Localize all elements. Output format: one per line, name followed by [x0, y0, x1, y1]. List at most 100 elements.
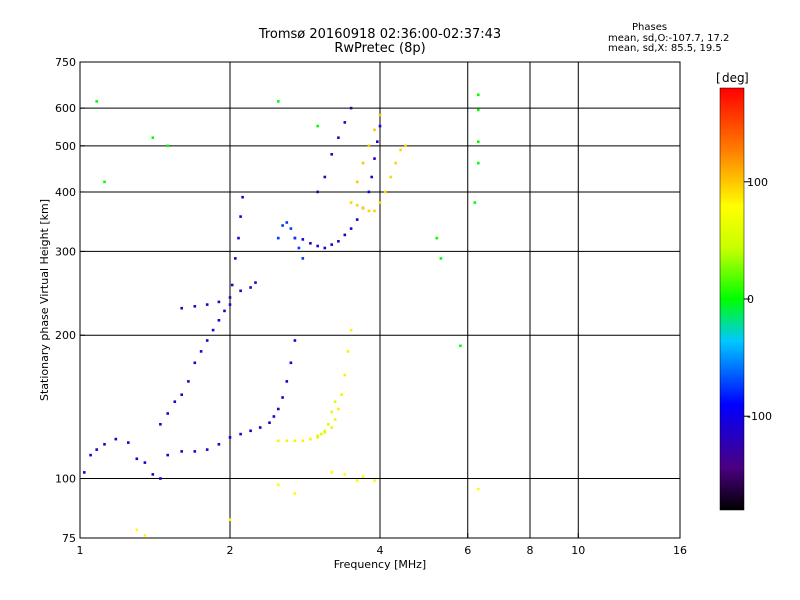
- y-tick-label: 600: [55, 102, 76, 115]
- data-point: [349, 201, 353, 204]
- data-point: [114, 437, 118, 441]
- data-point: [193, 361, 197, 365]
- data-point: [355, 218, 359, 221]
- data-point: [316, 244, 319, 248]
- data-point: [316, 124, 319, 128]
- data-point: [316, 434, 319, 437]
- data-point: [228, 436, 232, 439]
- x-axis-label: Frequency [MHz]: [334, 558, 426, 571]
- data-point: [135, 528, 139, 532]
- phase-stats-heading: Phases: [632, 22, 668, 33]
- data-point: [327, 423, 330, 426]
- data-point: [187, 380, 190, 383]
- data-point: [285, 221, 289, 224]
- data-point: [373, 479, 376, 482]
- data-point: [217, 443, 221, 446]
- data-point: [309, 242, 312, 245]
- data-point: [285, 380, 289, 383]
- phase-stats-x-mode: mean, sd,X: 85.5, 19.5: [608, 43, 722, 54]
- data-point: [95, 100, 98, 103]
- data-point: [166, 453, 169, 457]
- data-point: [309, 437, 312, 441]
- data-point: [355, 180, 359, 184]
- data-point: [404, 144, 407, 148]
- phase-stats-o-mode: mean, sd,O:-107.7, 17.2: [608, 33, 730, 44]
- data-point: [173, 400, 177, 403]
- data-point: [241, 195, 244, 199]
- chart-subtitle: RwPretec (8p): [334, 41, 426, 56]
- data-point: [228, 518, 232, 521]
- data-point: [389, 175, 392, 179]
- data-point: [239, 215, 242, 218]
- data-point: [333, 418, 337, 421]
- x-tick-label: 16: [673, 544, 687, 557]
- data-point: [337, 136, 340, 139]
- data-point: [343, 373, 347, 377]
- data-point: [166, 144, 169, 148]
- data-point: [237, 236, 240, 240]
- y-tick-label: 200: [55, 329, 76, 342]
- phase-colorbar: [ deg ] 100 0 -100: [716, 71, 772, 511]
- y-tick-label: 100: [55, 473, 76, 486]
- data-point: [289, 227, 293, 230]
- data-point: [367, 144, 371, 148]
- data-point: [361, 161, 365, 165]
- colorbar-gradient: [719, 87, 745, 511]
- data-point: [473, 201, 477, 204]
- data-point: [254, 281, 257, 284]
- x-tick-label: 4: [377, 544, 384, 557]
- data-point: [277, 236, 280, 240]
- data-point: [83, 471, 86, 474]
- y-tick-label: 500: [55, 140, 76, 153]
- data-point: [477, 93, 480, 97]
- data-point: [293, 236, 297, 240]
- x-tick-label: 6: [464, 544, 471, 557]
- y-axis-label: Stationary phase Virtual Height [km]: [38, 199, 51, 401]
- colorbar-tick-label: -100: [747, 410, 772, 423]
- data-point: [343, 121, 347, 124]
- data-point: [477, 108, 480, 112]
- data-point: [268, 421, 271, 424]
- data-point: [399, 148, 402, 152]
- data-point: [151, 473, 155, 476]
- data-point: [378, 124, 382, 128]
- grid-lines: [80, 62, 680, 538]
- data-point: [323, 246, 327, 250]
- data-point: [340, 393, 343, 396]
- data-point: [370, 175, 373, 179]
- data-point: [355, 204, 359, 207]
- data-point: [316, 190, 319, 194]
- data-point: [277, 483, 280, 487]
- x-tick-label: 10: [571, 544, 585, 557]
- data-point: [281, 396, 284, 399]
- data-point: [330, 153, 333, 156]
- data-point: [349, 106, 353, 110]
- data-point: [333, 400, 337, 403]
- data-point: [343, 473, 347, 476]
- data-point: [337, 240, 340, 243]
- chart-title: Tromsø 20160918 02:36:00-02:37:43: [258, 27, 502, 42]
- data-point: [211, 328, 215, 332]
- data-point: [277, 439, 280, 443]
- data-point: [103, 180, 106, 184]
- data-point: [281, 224, 284, 227]
- data-point: [249, 429, 252, 433]
- colorbar-bracket-right: ]: [744, 71, 749, 85]
- data-point: [151, 136, 155, 139]
- data-point: [239, 289, 242, 293]
- data-point: [135, 457, 139, 461]
- data-point: [293, 339, 297, 342]
- data-point: [355, 479, 359, 482]
- data-point: [285, 439, 289, 443]
- data-point: [205, 448, 209, 451]
- data-point: [459, 344, 462, 348]
- data-point: [378, 201, 382, 204]
- data-point: [103, 443, 106, 446]
- data-point: [217, 319, 221, 322]
- data-point: [337, 407, 340, 411]
- data-point: [384, 190, 387, 194]
- data-point: [166, 412, 169, 415]
- colorbar-bracket-left: [: [716, 71, 721, 85]
- data-point: [277, 100, 280, 103]
